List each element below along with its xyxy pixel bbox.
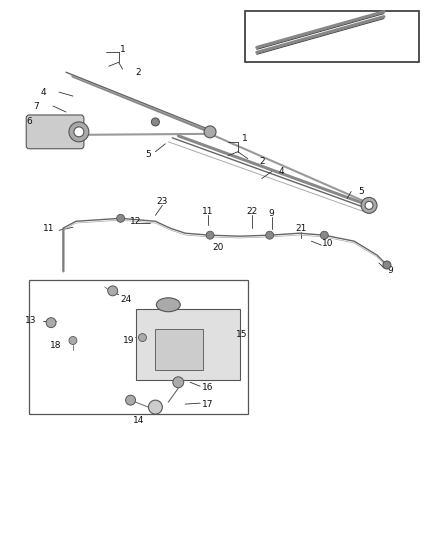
Text: 11: 11 bbox=[43, 224, 55, 233]
Text: 2: 2 bbox=[136, 68, 141, 77]
Text: 16: 16 bbox=[202, 383, 214, 392]
Circle shape bbox=[138, 334, 146, 342]
Circle shape bbox=[206, 231, 214, 239]
Text: 18: 18 bbox=[50, 341, 62, 350]
Text: 9: 9 bbox=[387, 266, 393, 276]
Text: 7: 7 bbox=[33, 101, 39, 110]
Text: 10: 10 bbox=[321, 239, 333, 248]
Ellipse shape bbox=[156, 298, 180, 312]
Text: 8: 8 bbox=[401, 18, 407, 28]
Text: 23: 23 bbox=[157, 197, 168, 206]
Circle shape bbox=[117, 214, 124, 222]
Circle shape bbox=[320, 231, 328, 239]
Text: 5: 5 bbox=[145, 150, 151, 159]
Circle shape bbox=[46, 318, 56, 328]
Text: 12: 12 bbox=[130, 217, 141, 226]
Circle shape bbox=[69, 122, 89, 142]
Bar bbox=[245, 11, 419, 62]
Bar bbox=[135, 309, 240, 380]
Text: 5: 5 bbox=[358, 187, 364, 196]
Circle shape bbox=[383, 261, 391, 269]
Circle shape bbox=[69, 336, 77, 344]
FancyBboxPatch shape bbox=[26, 115, 84, 149]
Text: 22: 22 bbox=[246, 207, 258, 216]
Text: 4: 4 bbox=[279, 167, 284, 176]
Text: 4: 4 bbox=[40, 87, 46, 96]
Text: 24: 24 bbox=[120, 295, 131, 304]
Text: 1: 1 bbox=[120, 45, 126, 54]
Text: 20: 20 bbox=[212, 243, 224, 252]
Text: 17: 17 bbox=[202, 400, 214, 409]
Text: 15: 15 bbox=[236, 330, 247, 339]
Circle shape bbox=[266, 231, 274, 239]
Circle shape bbox=[361, 197, 377, 213]
Bar bbox=[29, 280, 248, 414]
Circle shape bbox=[365, 201, 373, 209]
Circle shape bbox=[152, 118, 159, 126]
Text: 14: 14 bbox=[133, 416, 144, 424]
Text: 9: 9 bbox=[269, 209, 275, 218]
Bar bbox=[155, 329, 203, 370]
Text: 13: 13 bbox=[25, 316, 37, 325]
Text: 1: 1 bbox=[242, 134, 248, 143]
Text: 11: 11 bbox=[202, 207, 214, 216]
Circle shape bbox=[108, 286, 118, 296]
Circle shape bbox=[204, 126, 216, 138]
Text: 2: 2 bbox=[259, 157, 265, 166]
Circle shape bbox=[148, 400, 162, 414]
Text: 21: 21 bbox=[296, 224, 307, 233]
Circle shape bbox=[126, 395, 135, 405]
Text: 19: 19 bbox=[123, 336, 134, 345]
Circle shape bbox=[173, 377, 184, 387]
Text: 6: 6 bbox=[26, 117, 32, 126]
Circle shape bbox=[74, 127, 84, 137]
